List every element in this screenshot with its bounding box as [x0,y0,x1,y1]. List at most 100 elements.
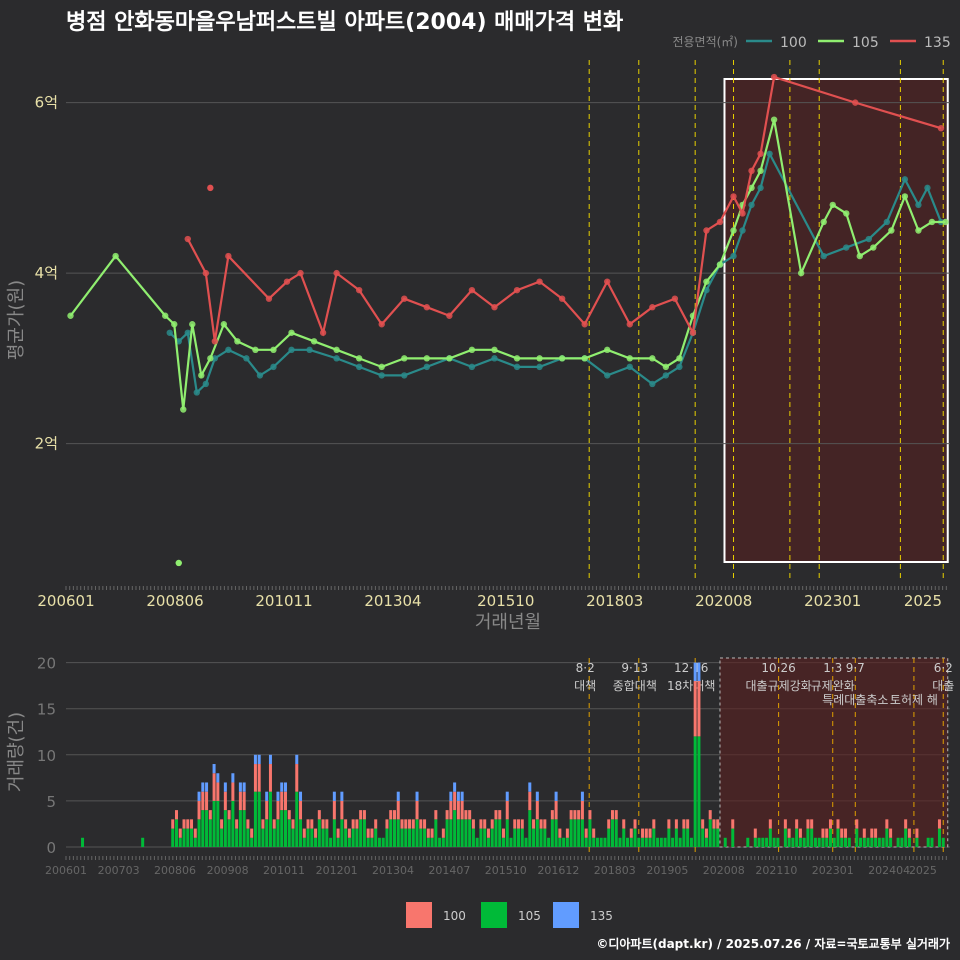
data-point-100 [766,150,773,157]
bar-105 [205,810,209,847]
bar-105 [821,837,825,847]
x-tick-label: 2025 [904,592,942,610]
bar-x-tick-label: 201011 [263,864,305,877]
bar-100 [787,828,791,838]
data-point-135 [716,218,724,226]
bar-100 [667,819,671,829]
bar-legend-key-105 [481,902,507,928]
bar-135 [223,782,227,792]
bar-135 [276,791,280,801]
data-point-105 [198,372,205,379]
bar-105 [257,791,261,847]
data-point-100 [820,252,827,260]
data-point-105 [757,167,764,175]
bar-105 [937,828,941,847]
bar-105 [400,828,404,847]
data-point-100 [739,227,746,234]
bar-105 [667,828,671,847]
bar-100 [889,828,893,838]
bar-105 [486,837,490,847]
data-point-105 [513,355,521,362]
data-point-105 [901,193,909,200]
data-point-135 [703,227,710,234]
bar-100 [768,819,772,829]
bar-105 [802,837,806,847]
bar-105 [783,828,787,847]
bar-105 [776,837,780,847]
bar-105 [268,791,272,847]
bar-100 [471,819,475,829]
bar-100 [532,819,536,829]
bar-105 [310,828,314,847]
bar-100 [828,819,832,829]
bar-100 [862,828,866,838]
bar-105 [287,819,291,847]
bar-y-tick-label: 20 [37,655,56,673]
x-tick-label: 202008 [695,592,752,610]
bar-105 [389,819,393,847]
bar-100 [190,819,194,829]
bar-105 [351,828,355,847]
bar-100 [344,819,348,829]
bar-legend-label: 100 [443,909,466,923]
policy-date: 12·16 [674,661,708,675]
bar-105 [693,736,697,847]
bar-105 [753,837,757,847]
bar-100 [498,810,502,820]
series-line-135 [186,75,942,342]
bar-105 [366,837,370,847]
bar-x-tick-label: 2025 [909,864,937,877]
bar-105 [396,819,400,847]
bar-105 [295,791,299,847]
bar-100 [460,800,464,820]
bar-105 [329,837,333,847]
bar-100 [310,819,314,829]
bar-105 [453,810,457,847]
bar-105 [787,837,791,847]
bar-105 [355,828,359,847]
bar-105 [885,828,889,847]
bar-x-tick-label: 201510 [485,864,527,877]
data-point-100 [757,184,764,192]
bar-100 [513,819,517,829]
bar-105 [411,828,415,847]
data-point-105 [843,210,850,217]
data-point-105 [423,355,431,362]
bar-105 [505,819,509,847]
data-point-105 [856,252,863,260]
data-point-105 [491,346,498,354]
data-point-105 [870,244,877,251]
bar-105 [302,837,306,847]
y-tick-label: 6억 [35,94,58,112]
bar-100 [558,828,562,838]
policy-date: 1·3 [823,661,842,675]
bar-100 [415,800,419,820]
data-point-100 [865,235,873,243]
bar-100 [483,819,487,829]
bar-135 [242,782,246,792]
bar-105 [870,837,874,847]
bar-105 [840,837,844,847]
bar-100 [517,819,521,829]
data-point-100 [193,389,200,396]
bar-105 [595,837,599,847]
bar-100 [573,810,577,820]
bar-100 [265,800,269,820]
bar-100 [588,810,592,820]
policy-date: 8·2 [576,661,595,675]
bar-105 [791,837,795,847]
bar-100 [520,819,524,829]
policy-date: 9·13 [621,661,648,675]
bar-105 [426,837,430,847]
bar-105 [795,828,799,847]
bar-105 [272,828,276,847]
data-point-135 [265,295,273,302]
bar-135 [332,791,336,801]
bar-135 [460,791,464,801]
bar-105 [381,837,385,847]
data-point-105 [676,355,683,362]
data-point-135 [319,329,327,336]
bar-100 [389,810,393,820]
bar-105 [314,837,318,847]
data-point-105 [820,218,827,226]
